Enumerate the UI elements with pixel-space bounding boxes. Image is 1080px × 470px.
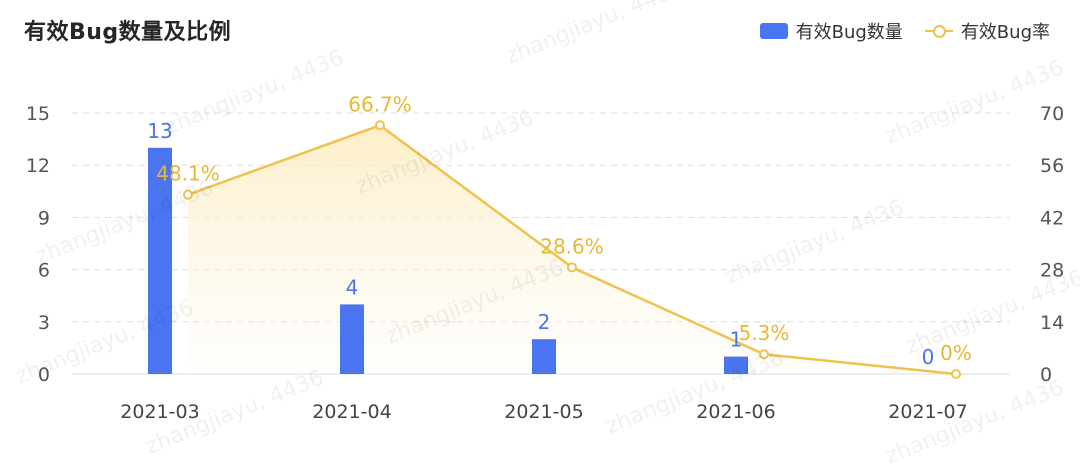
x-tick-label: 2021-05 [504,401,583,423]
legend-item-line[interactable]: 有效Bug率 [924,18,1050,44]
rate-value-label: 66.7% [348,92,412,116]
chart-legend: 有效Bug数量 有效Bug率 [759,18,1050,44]
y-right-tick-label: 70 [1040,103,1064,125]
rate-area [188,125,956,374]
x-tick-label: 2021-03 [120,401,199,423]
rate-point [375,120,385,131]
y-right-tick-label: 42 [1040,207,1064,229]
y-left-tick-label: 0 [38,364,50,386]
x-tick-label: 2021-04 [312,401,391,423]
rate-point [183,189,193,200]
y-left-tick-label: 3 [38,312,50,334]
y-right-tick-label: 28 [1040,260,1064,282]
rate-value-label: 5.3% [739,321,790,345]
x-tick-label: 2021-07 [888,401,967,423]
legend-bar-swatch [759,23,788,39]
y-left-tick-label: 15 [26,103,50,125]
legend-line-swatch [924,23,953,39]
bar-value-label: 4 [346,275,359,299]
y-left-tick-label: 6 [38,260,50,282]
rate-point [567,262,577,273]
bar-value-label: 2 [538,310,551,334]
rate-point [951,369,961,379]
line-layer [183,120,961,379]
bar-value-label: 13 [147,119,172,143]
bar-layer [148,147,748,374]
legend-line-label: 有效Bug率 [960,22,1050,43]
y-left-tick-label: 9 [38,207,50,229]
rate-point [759,349,769,360]
chart-title: 有效Bug数量及比例 [24,20,232,45]
bar [340,304,364,374]
y-left-tick-label: 12 [26,155,50,177]
legend-item-bar[interactable]: 有效Bug数量 [759,18,903,44]
rate-value-label: 48.1% [156,162,220,186]
y-right-tick-label: 56 [1040,155,1064,177]
bar [532,339,556,374]
bar [724,356,748,374]
bar-value-label: 1 [730,328,743,352]
legend-bar-label: 有效Bug数量 [795,22,903,43]
label-layer: 13 4 2 1 0 48.1% 66.7% 28.6% 5.3% 0% [147,92,972,369]
y-right-tick-label: 14 [1040,312,1064,334]
y-right-tick-label: 0 [1040,364,1052,386]
bar [148,147,172,374]
area-layer [188,125,956,374]
bar-value-label: 0 [922,345,935,369]
rate-value-label: 0% [940,341,972,365]
x-tick-label: 2021-06 [696,401,775,423]
rate-value-label: 28.6% [540,234,604,258]
